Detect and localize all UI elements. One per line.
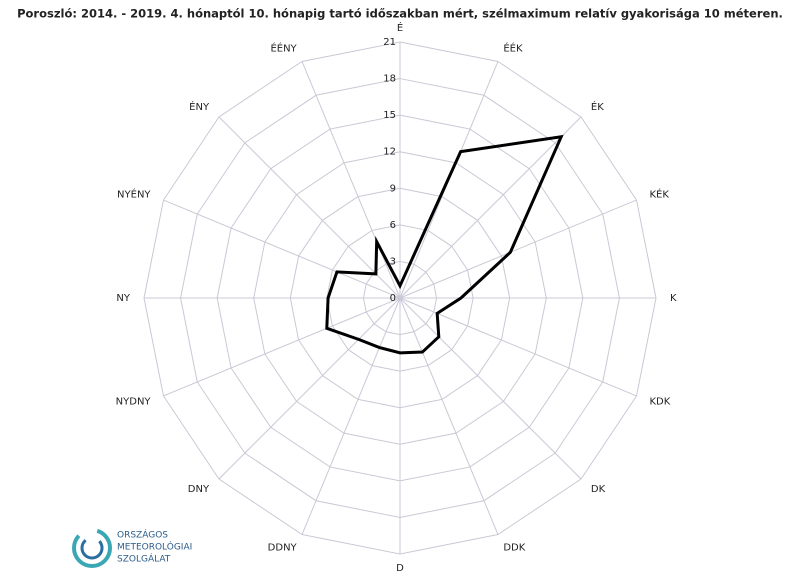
spoke (218, 297, 401, 480)
category-label: K (670, 293, 677, 304)
logo: ORSZÁGOS METEOROLÓGIAI SZOLGÁLAT (72, 528, 192, 568)
logo-ring (80, 536, 104, 560)
r-tick-label: 9 (390, 183, 396, 194)
category-label: É (397, 21, 403, 34)
category-label: NYDNY (116, 396, 152, 407)
spoke (301, 61, 401, 299)
category-label: DK (591, 484, 606, 495)
logo-text: METEOROLÓGIAI (117, 541, 192, 553)
category-label: NYÉNY (117, 188, 151, 201)
spoke (301, 297, 401, 535)
r-tick-label: 18 (383, 74, 396, 85)
r-tick-label: 15 (383, 110, 396, 121)
r-tick-label: 12 (383, 147, 396, 158)
spoke (163, 297, 401, 397)
spoke (399, 116, 582, 299)
category-label: DDK (503, 542, 525, 553)
logo-ring (72, 528, 112, 568)
r-tick-label: 0 (390, 293, 396, 304)
spoke (163, 199, 401, 299)
r-tick-label: 6 (390, 220, 396, 231)
category-label: D (396, 563, 404, 574)
category-label: DDNY (268, 542, 298, 553)
category-label: ÉK (591, 100, 604, 113)
chart-title: Poroszló: 2014. - 2019. 4. hónaptól 10. … (17, 7, 783, 21)
r-tick-label: 3 (390, 256, 396, 267)
category-label: KDK (649, 396, 670, 407)
category-label: ÉNY (189, 100, 210, 113)
logo-text: SZOLGÁLAT (117, 553, 171, 565)
category-label: ÉÉK (503, 42, 523, 55)
category-label: ÉÉNY (270, 42, 297, 55)
category-label: NY (116, 293, 130, 304)
logo-text: ORSZÁGOS (117, 529, 168, 541)
r-tick-label: 21 (383, 37, 396, 48)
spoke (399, 199, 637, 299)
spoke (399, 297, 499, 535)
spoke (218, 116, 401, 299)
spoke (399, 297, 637, 397)
spoke (399, 297, 582, 480)
category-label: KÉK (649, 188, 669, 201)
category-label: DNY (188, 484, 210, 495)
data-line (325, 134, 564, 355)
